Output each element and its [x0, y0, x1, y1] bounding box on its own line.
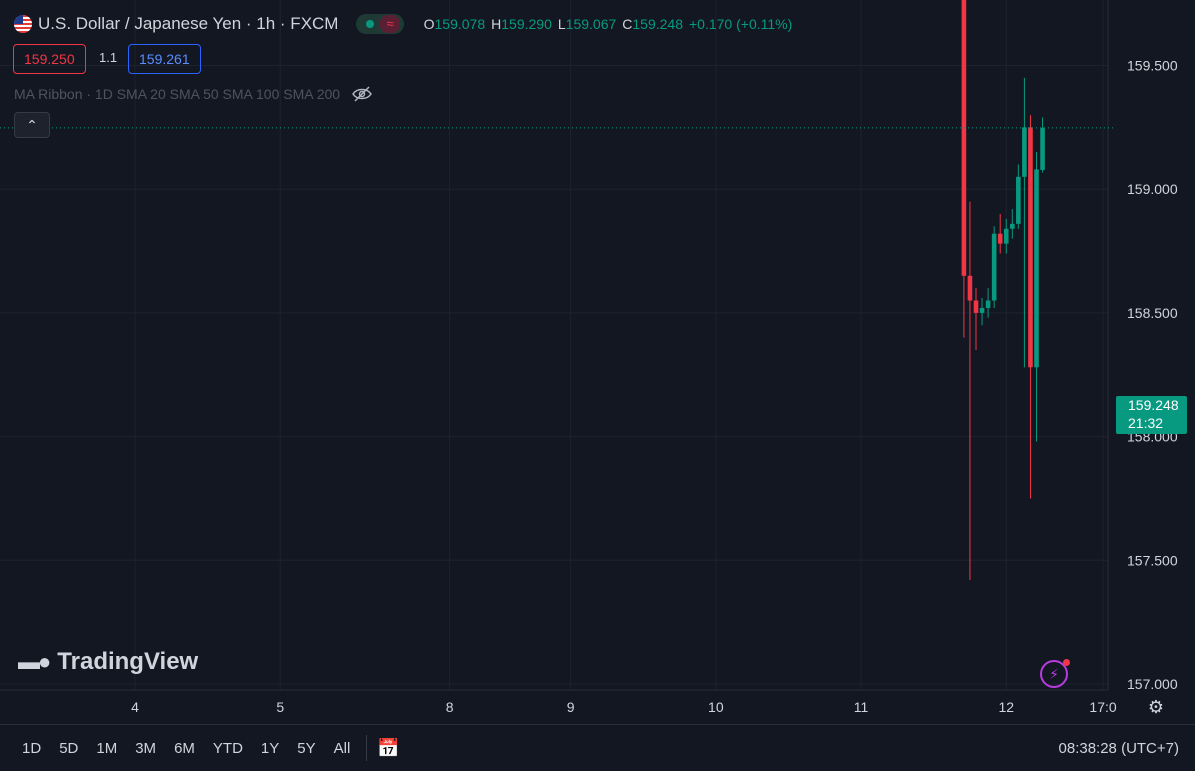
price-tick-label: 157.000: [1127, 676, 1178, 692]
symbol-title[interactable]: U.S. Dollar / Japanese Yen · 1h · FXCM: [38, 14, 339, 33]
last-price-tag: 159.248 21:32: [1116, 396, 1187, 434]
time-tick-label: 10: [708, 699, 724, 715]
time-tick-label: 9: [567, 699, 575, 715]
logo-text: TradingView: [57, 648, 199, 675]
range-buttons: 1D 5D 1M 3M 6M YTD 1Y 5Y All: [12, 740, 358, 757]
sell-button[interactable]: 159.250: [13, 44, 86, 74]
spread-value: 1.1: [99, 50, 118, 65]
candle: [1022, 77, 1027, 368]
indicator-label: MA Ribbon · 1D SMA 20 SMA 50 SMA 100 SMA…: [14, 86, 341, 102]
time-axis: 4 5 8 10 9 11 12 17:0: [131, 699, 1117, 715]
candle: [1040, 117, 1045, 173]
candle: [1034, 152, 1039, 442]
price-tick-label: 158.500: [1127, 305, 1178, 321]
bar-countdown: 21:32: [1128, 415, 1164, 431]
last-price-value: 159.248: [1128, 397, 1179, 413]
range-button-5y[interactable]: 5Y: [297, 739, 316, 757]
range-button-all[interactable]: All: [333, 739, 351, 757]
collapse-legend-button[interactable]: ⌃: [14, 112, 50, 138]
candle-body: [1003, 228, 1009, 244]
open-label: O: [423, 16, 435, 32]
date-range-calendar-icon[interactable]: 📅: [377, 737, 400, 758]
candle-body: [985, 300, 991, 308]
tradingview-logo-icon: ▬●: [18, 649, 51, 674]
candle: [961, 0, 967, 338]
indicator-legend[interactable]: MA Ribbon · 1D SMA 20 SMA 50 SMA 100 SMA…: [14, 86, 372, 102]
candle-body: [1022, 127, 1027, 177]
candle: [967, 201, 973, 581]
eye-hidden-icon[interactable]: [352, 86, 372, 102]
candle-body: [1028, 127, 1033, 368]
ohlc-readout: O159.078 H159.290 L159.067 C159.248 +0.1…: [424, 16, 793, 32]
candle-body: [979, 307, 985, 313]
range-button-1d[interactable]: 1D: [22, 739, 42, 757]
market-open-dot-icon: [366, 20, 375, 28]
range-button-ytd[interactable]: YTD: [212, 739, 243, 757]
price-tick-label: 159.000: [1127, 181, 1178, 197]
candle-body: [991, 233, 997, 301]
range-button-6m[interactable]: 6M: [174, 739, 195, 757]
candle-body: [1016, 176, 1021, 224]
candle: [1003, 218, 1009, 254]
candle: [991, 226, 997, 308]
price-axis: 157.000157.500158.000158.500159.000159.5…: [1127, 58, 1178, 693]
candles: [961, 0, 1045, 581]
candle: [973, 288, 979, 351]
bottom-toolbar: 1D 5D 1M 3M 6M YTD 1Y 5Y All 📅 08:38:28 (UTC+7): [0, 724, 1195, 771]
range-button-1y[interactable]: 1Y: [260, 739, 280, 757]
market-status[interactable]: ≈: [356, 14, 404, 34]
change-value: +0.170 (+0.11%): [689, 16, 793, 32]
us-flag-icon: [14, 15, 32, 33]
candle: [1028, 114, 1033, 499]
time-tick-label: 11: [854, 699, 869, 715]
close-value: 159.248: [632, 16, 683, 32]
range-button-3m[interactable]: 3M: [135, 739, 157, 757]
candle-body: [967, 275, 973, 301]
chevron-up-icon: ⌃: [26, 117, 38, 133]
candle: [997, 213, 1003, 254]
candle: [1010, 208, 1015, 239]
candle-body: [997, 233, 1003, 244]
time-tick-label: 12: [998, 699, 1014, 715]
candle: [1016, 164, 1021, 229]
buy-button[interactable]: 159.261: [128, 44, 201, 74]
grid-lines: [0, 0, 1108, 690]
timezone-clock[interactable]: 08:38:28 (UTC+7): [1058, 739, 1179, 757]
candle-body: [1034, 169, 1039, 368]
low-value: 159.067: [565, 16, 617, 32]
settings-gear-icon[interactable]: ⚙: [1147, 697, 1165, 717]
low-label: L: [557, 16, 566, 32]
wave-icon: ≈: [380, 15, 400, 33]
divider: [366, 735, 368, 761]
time-tick-label: 5: [276, 699, 284, 715]
time-tick-label: 8: [446, 699, 454, 715]
time-tick-label: 17:0: [1089, 699, 1116, 715]
tradingview-logo: ▬● TradingView: [18, 648, 198, 676]
candle: [979, 298, 985, 326]
range-button-1m[interactable]: 1M: [96, 739, 118, 757]
candle: [985, 288, 991, 318]
close-label: C: [622, 16, 633, 32]
candle-body: [973, 300, 979, 313]
time-tick-label: 4: [131, 699, 139, 715]
lightning-icon[interactable]: ⚡: [1040, 659, 1070, 688]
candle-body: [1040, 127, 1045, 170]
high-value: 159.290: [501, 16, 552, 32]
candle-body: [1010, 223, 1015, 229]
high-label: H: [491, 16, 502, 32]
range-button-5d[interactable]: 5D: [59, 739, 79, 757]
price-tick-label: 159.500: [1127, 58, 1178, 74]
candlestick-chart[interactable]: 157.000157.500158.000158.500159.000159.5…: [0, 0, 1195, 724]
chart-header: U.S. Dollar / Japanese Yen · 1h · FXCM ≈…: [14, 12, 792, 36]
price-tick-label: 157.500: [1127, 552, 1178, 568]
candle-body: [961, 0, 967, 276]
open-value: 159.078: [434, 16, 486, 32]
